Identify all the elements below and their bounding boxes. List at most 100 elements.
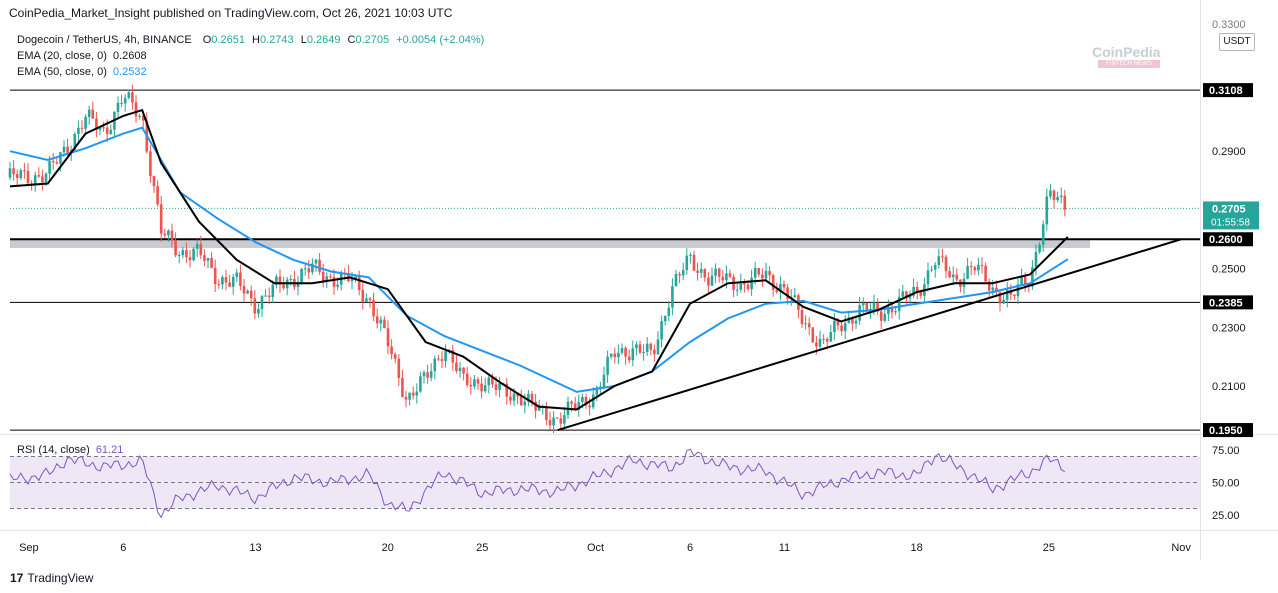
candle-body [577, 402, 581, 410]
candle-body [897, 296, 901, 312]
candle-body [699, 269, 703, 273]
candle-body [548, 420, 552, 426]
candle-body [584, 396, 588, 406]
candle-body [206, 257, 210, 261]
candle-body [660, 321, 663, 340]
candle-body [674, 273, 678, 287]
candle-body [951, 274, 955, 278]
candle-body [426, 372, 429, 378]
candle-body [498, 383, 501, 390]
candle-body [303, 268, 307, 270]
candle-body [199, 244, 203, 256]
candle-body [818, 338, 822, 347]
candle-body [109, 129, 113, 134]
candle-body [177, 255, 181, 257]
candle-body [390, 346, 393, 355]
candle-body [761, 274, 764, 279]
candle-body [163, 233, 167, 236]
candle-body [955, 274, 959, 280]
candle-body [213, 267, 217, 285]
candle-body [62, 146, 66, 153]
ema20-label: EMA (20, close, 0) [17, 50, 107, 62]
rsi-legend[interactable]: RSI (14, close) 61.21 [17, 443, 123, 457]
candle-body [23, 170, 26, 172]
symbol-name[interactable]: Dogecoin / TetherUS, 4h, BINANCE [17, 34, 192, 46]
candle-body [825, 339, 829, 342]
candle-body [905, 291, 908, 299]
candle-body [336, 284, 339, 287]
candle-body [267, 295, 271, 297]
candle-body [26, 170, 30, 184]
candle-body [48, 161, 51, 174]
candle-body [843, 323, 847, 332]
candle-body [242, 285, 246, 294]
candle-body [465, 373, 469, 385]
candle-body [224, 277, 228, 283]
candle-body [473, 379, 476, 387]
level-label: 0.2600 [1209, 234, 1243, 246]
candle-body [264, 295, 267, 297]
candle-body [635, 344, 638, 349]
candle-body [87, 109, 91, 117]
candle-body [440, 359, 444, 362]
candle-body [73, 134, 77, 150]
candle-body [750, 277, 753, 290]
level-label: 0.1950 [1209, 425, 1243, 437]
candle-body [296, 282, 300, 288]
candle-body [948, 271, 951, 278]
candle-body [707, 277, 710, 286]
candle-body [663, 315, 667, 322]
candle-body [617, 352, 620, 358]
candle-body [656, 339, 660, 355]
candle-body [185, 250, 188, 258]
currency-button[interactable]: USDT [1219, 33, 1255, 51]
candle-body [307, 268, 311, 273]
candle-body [325, 276, 329, 282]
candle-body [901, 291, 905, 297]
candle-body [883, 313, 887, 321]
candle-body [433, 358, 437, 372]
ema50-legend[interactable]: EMA (50, close, 0) 0.2532 [17, 65, 147, 79]
candle-body [260, 295, 264, 309]
candle-body [98, 127, 102, 130]
candle-body [613, 353, 617, 358]
candle-body [915, 286, 919, 292]
level-label-box [1203, 295, 1253, 310]
ema20-value: 0.2608 [112, 50, 147, 62]
candle-body [332, 277, 336, 287]
candle-body [991, 287, 995, 291]
date-tick-label: 20 [382, 542, 394, 554]
candle-body [671, 286, 674, 308]
candle-body [357, 276, 361, 291]
tradingview-logo-icon: 17 [10, 571, 24, 585]
candle-body [393, 354, 397, 359]
candle-body [329, 276, 332, 278]
change-value: +0.0054 (+2.04%) [396, 34, 485, 46]
candle-body [102, 127, 105, 129]
tradingview-footer[interactable]: 17 TradingView [10, 571, 93, 585]
ema20-legend[interactable]: EMA (20, close, 0) 0.2608 [17, 49, 147, 63]
candle-body [123, 97, 127, 104]
candle-body [419, 376, 422, 392]
candle-body [321, 271, 325, 282]
candle-body [411, 392, 415, 396]
candle-body [872, 302, 876, 309]
level-label: 0.3108 [1209, 85, 1243, 97]
candle-body [890, 306, 894, 313]
candle-body [372, 299, 375, 317]
candle-body [33, 175, 37, 185]
candle-body [480, 383, 483, 392]
candle-body [912, 286, 915, 296]
low-value: 0.2649 [306, 34, 341, 46]
close-value: 0.2705 [355, 34, 390, 46]
price-tick-label: 0.2300 [1212, 322, 1246, 334]
candle-body [865, 303, 869, 312]
candle-body [188, 257, 192, 261]
candle-body [642, 352, 645, 354]
candle-body [681, 270, 685, 276]
candle-body [969, 266, 973, 268]
candle-body [735, 289, 739, 291]
candle-body [728, 273, 732, 277]
candle-body [311, 263, 314, 273]
